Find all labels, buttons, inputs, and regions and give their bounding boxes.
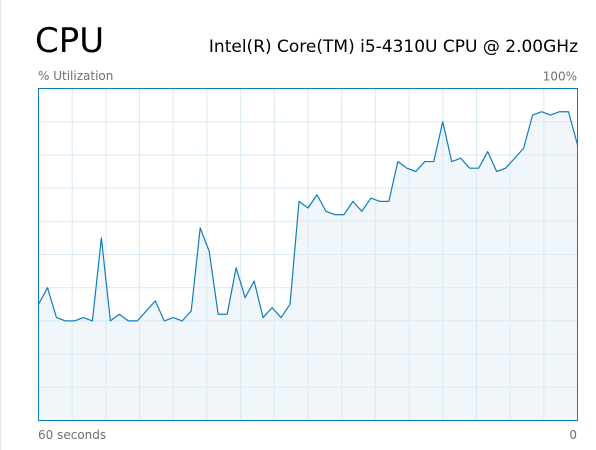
- plot-border: [38, 88, 578, 421]
- x-tick-label: 0: [569, 428, 577, 442]
- subtitle: Intel(R) Core(TM) i5-4310U CPU @ 2.00GHz: [209, 37, 578, 57]
- x-tick-label: 60 seconds: [38, 428, 106, 442]
- title: CPU: [35, 21, 104, 61]
- line: [37, 111, 579, 322]
- y-axis-label: % Utilization: [38, 69, 113, 83]
- y-tick-label: 100%: [543, 70, 577, 84]
